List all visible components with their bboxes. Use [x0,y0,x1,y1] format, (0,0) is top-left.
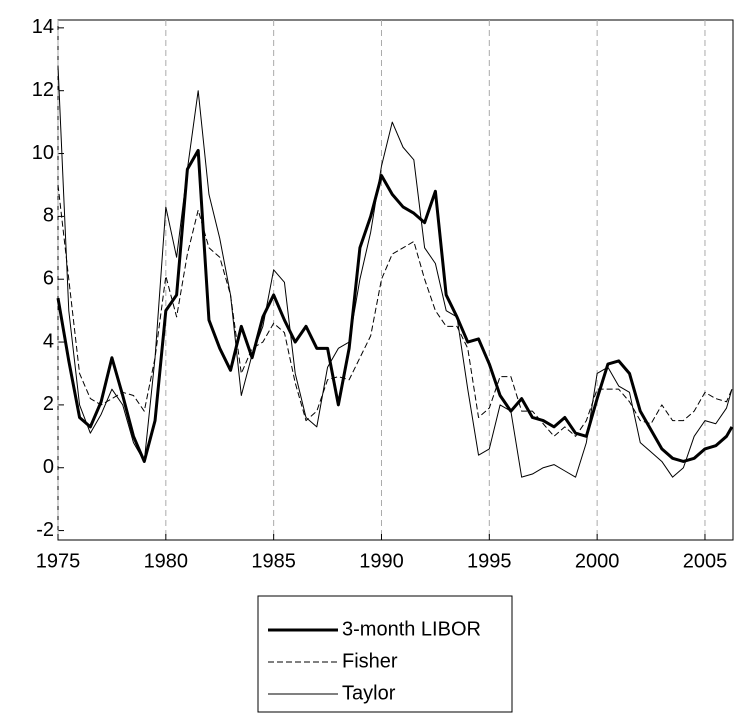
legend-label: Fisher [342,650,398,672]
plot-frame [57,19,734,541]
y-tick-label: 4 [43,330,54,352]
x-tick-label: 1990 [359,550,404,572]
x-tick-label: 1995 [467,550,512,572]
y-tick-label: 6 [43,267,54,289]
x-tick-label: 1985 [251,550,296,572]
legend-label: 3-month LIBOR [342,618,481,640]
y-tick-label: 2 [43,393,54,415]
y-tick-label: 10 [32,142,54,164]
legend-label: Taylor [342,682,396,704]
y-tick-label: 12 [32,79,54,101]
series-line [56,148,734,463]
series-line [57,184,733,437]
y-tick-label: -2 [36,519,54,541]
y-tick-label: 8 [43,205,54,227]
x-tick-label: 2005 [683,550,728,572]
x-tick-label: 1975 [36,550,81,572]
y-tick-label: 0 [43,456,54,478]
legend-box [257,595,513,713]
y-tick-label: 14 [32,16,54,38]
series-line [57,65,733,478]
x-tick-label: 1980 [144,550,189,572]
x-tick-label: 2000 [575,550,620,572]
